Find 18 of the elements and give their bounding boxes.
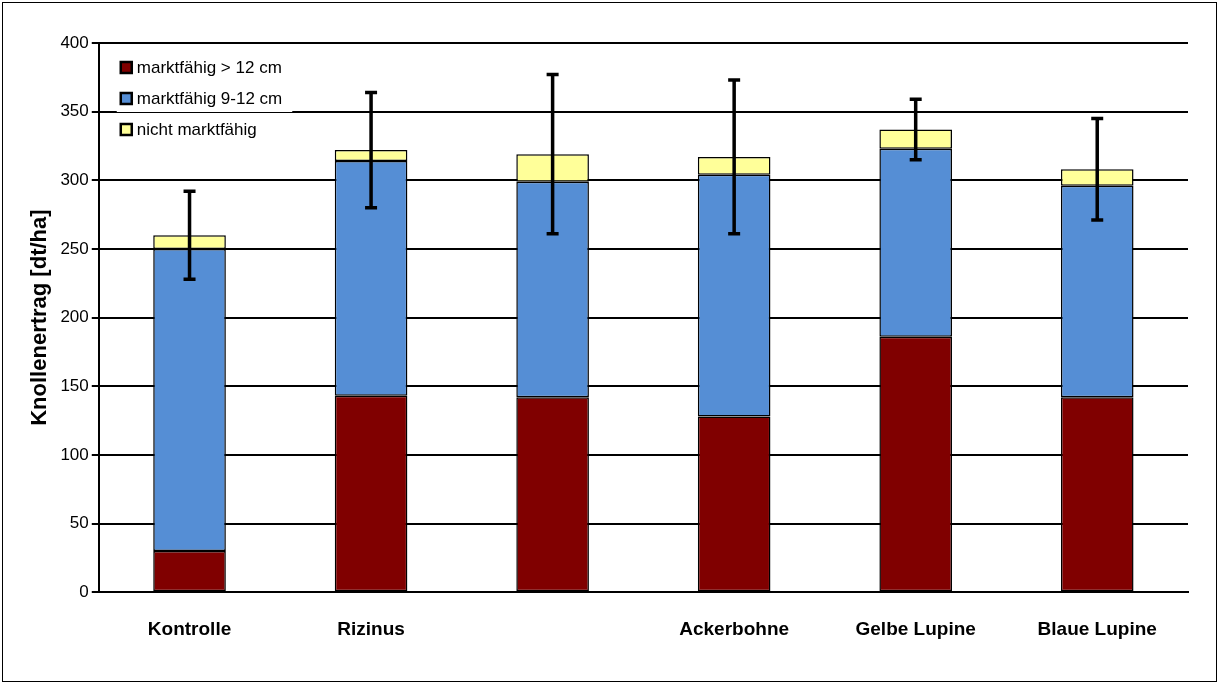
y-tick-label: 50 [69, 513, 89, 533]
y-tick-label: 300 [60, 169, 89, 189]
y-tick-label: 150 [60, 375, 89, 395]
legend-label: marktfähig 9-12 cm [136, 88, 283, 108]
x-tick-label: Gelbe Lupine [855, 617, 976, 639]
y-tick-label: 200 [60, 307, 89, 327]
y-tick-label: 400 [60, 32, 89, 52]
y-tick-label: 100 [60, 444, 89, 464]
y-tick-label: 0 [79, 581, 89, 601]
legend-label: nicht marktfähig [136, 119, 257, 139]
legend-label: marktfähig > 12 cm [136, 57, 282, 77]
x-tick-label: Blaue Lupine [1037, 617, 1157, 639]
x-tick-label: Kontrolle [147, 617, 232, 639]
y-tick-label: 350 [60, 101, 89, 121]
y-axis-title: Knollenertrag [dt/ha] [26, 209, 52, 426]
x-tick-label: Ackerbohne [679, 617, 790, 639]
x-tick-label: Rizinus [337, 617, 405, 639]
y-tick-label: 250 [60, 238, 89, 258]
